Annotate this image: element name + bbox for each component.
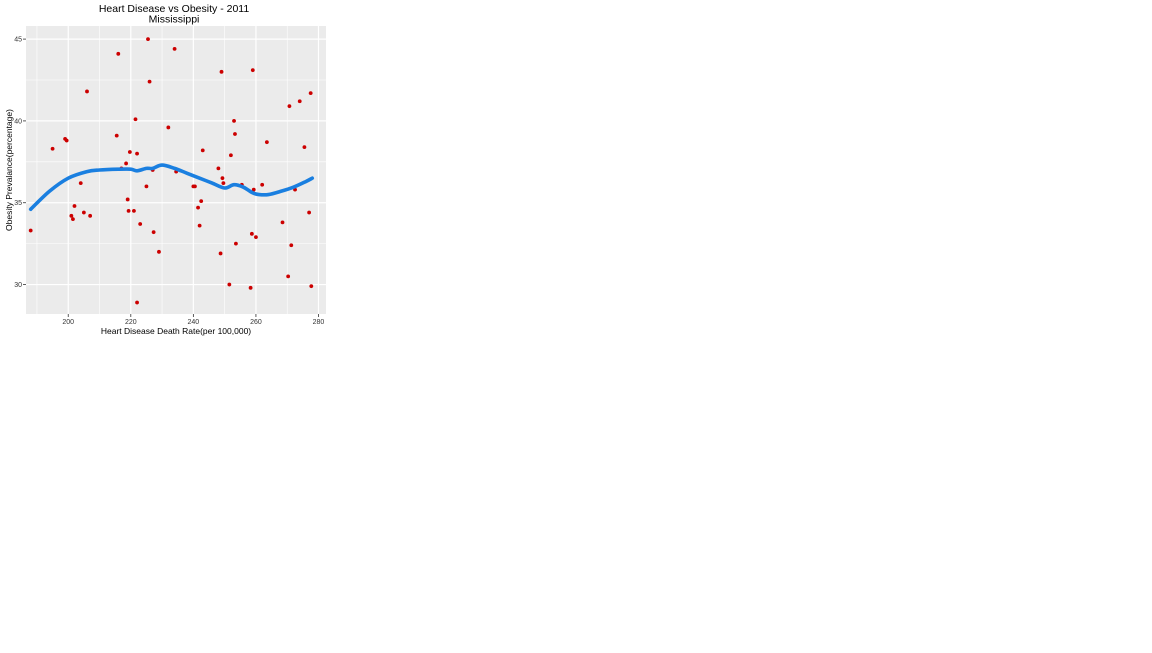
x-tick-label: 220: [125, 319, 137, 326]
y-tick-label: 40: [14, 118, 22, 125]
data-point: [88, 213, 93, 218]
data-point: [280, 220, 285, 225]
data-point: [114, 133, 119, 138]
data-point: [138, 222, 143, 226]
y-tick-label: 35: [14, 200, 22, 207]
smooth-trend: [28, 163, 315, 212]
data-point: [172, 47, 177, 51]
data-point: [151, 230, 156, 235]
data-point: [135, 151, 139, 156]
data-point: [144, 184, 149, 189]
data-point: [220, 176, 225, 181]
axis-ticks: 200 220 240 260 280 30 35 40 45: [14, 36, 324, 326]
y-axis-label: Obesity Prevalance(percentage): [4, 109, 14, 231]
y-tick-label: 45: [14, 36, 22, 43]
data-point: [309, 284, 314, 289]
data-point: [50, 146, 55, 151]
data-point: [249, 231, 254, 236]
data-point: [146, 37, 150, 41]
data-point: [297, 99, 302, 104]
data-point: [85, 89, 89, 94]
data-point: [193, 184, 197, 189]
data-point: [308, 91, 313, 95]
data-point: [78, 181, 83, 185]
data-point: [302, 145, 307, 149]
x-tick-label: 240: [188, 319, 200, 326]
data-point: [248, 285, 253, 290]
data-point: [133, 117, 138, 122]
data-point: [124, 161, 129, 166]
data-point: [286, 274, 291, 279]
data-point: [135, 300, 139, 305]
data-point: [251, 187, 256, 192]
y-tick-label: 30: [14, 282, 22, 289]
data-point: [227, 282, 232, 287]
data-point: [289, 243, 294, 248]
data-point: [229, 153, 233, 158]
data-point: [264, 140, 269, 145]
smooth-trend-line: [28, 163, 315, 212]
data-point: [64, 138, 69, 143]
data-point: [126, 209, 131, 213]
data-point: [28, 228, 33, 233]
data-point: [197, 223, 202, 228]
data-point: [116, 51, 121, 56]
data-point: [196, 205, 200, 210]
chart-subtitle: Mississippi: [149, 14, 200, 26]
data-point: [307, 210, 312, 215]
data-point: [199, 199, 204, 203]
data-point: [218, 251, 223, 256]
x-tick-label: 200: [62, 319, 74, 326]
data-point: [81, 210, 86, 215]
data-point: [260, 182, 265, 187]
data-point: [127, 150, 132, 154]
data-point: [147, 79, 152, 84]
data-point: [287, 104, 292, 109]
data-point: [71, 217, 75, 221]
data-point: [216, 166, 221, 171]
x-tick-label: 260: [250, 319, 262, 326]
data-point: [166, 125, 171, 130]
data-point: [233, 132, 237, 136]
data-point: [234, 241, 238, 246]
x-axis-label: Heart Disease Death Rate(per 100,000): [101, 326, 251, 336]
data-point: [254, 235, 258, 239]
data-point: [232, 119, 236, 123]
data-point: [157, 249, 161, 254]
data-point: [200, 148, 205, 153]
chart-title: Heart Disease vs Obesity - 2011: [99, 3, 250, 15]
data-point: [72, 204, 77, 208]
data-points: [28, 37, 314, 305]
x-tick-label: 280: [313, 319, 325, 326]
data-point: [125, 197, 130, 202]
data-point: [219, 69, 224, 74]
data-point: [69, 213, 74, 218]
data-point: [221, 181, 226, 185]
data-point: [132, 209, 136, 213]
data-point: [250, 68, 255, 73]
